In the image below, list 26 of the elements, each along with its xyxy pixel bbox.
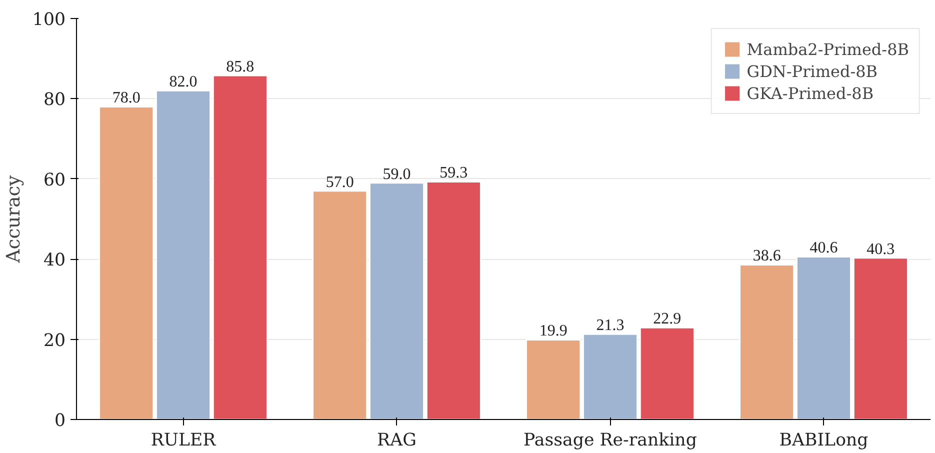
legend-label: GKA-Primed-8B <box>746 84 874 102</box>
x-tick-label: BABILong <box>779 430 868 450</box>
y-tick-label: 60 <box>43 170 66 190</box>
y-axis-title: Accuracy <box>3 174 24 264</box>
data-label: 82.0 <box>169 74 198 91</box>
y-tick-label: 0 <box>54 411 66 431</box>
data-label: 38.6 <box>752 248 781 265</box>
y-tick-label: 80 <box>43 90 66 110</box>
data-label: 21.3 <box>596 317 624 334</box>
x-tick-label: RAG <box>377 430 416 450</box>
y-tick-label: 100 <box>32 10 66 30</box>
data-label: 40.6 <box>810 240 838 257</box>
data-label: 59.0 <box>382 166 411 183</box>
y-tick-label: 40 <box>43 250 66 271</box>
legend-label: GDN-Primed-8B <box>746 62 878 80</box>
data-label: 59.3 <box>440 164 468 182</box>
data-label: 40.3 <box>866 240 895 258</box>
data-label: 19.9 <box>539 322 568 340</box>
legend-label: Mamba2-Primed-8B <box>746 40 909 58</box>
data-label: 85.8 <box>226 58 254 76</box>
y-tick-label: 20 <box>43 330 66 351</box>
x-tick-label: RULER <box>150 430 217 450</box>
data-label: 22.9 <box>653 310 682 328</box>
data-label: 57.0 <box>326 174 354 191</box>
data-label: 78.0 <box>112 90 140 107</box>
x-tick-label: Passage Re-ranking <box>524 430 697 450</box>
